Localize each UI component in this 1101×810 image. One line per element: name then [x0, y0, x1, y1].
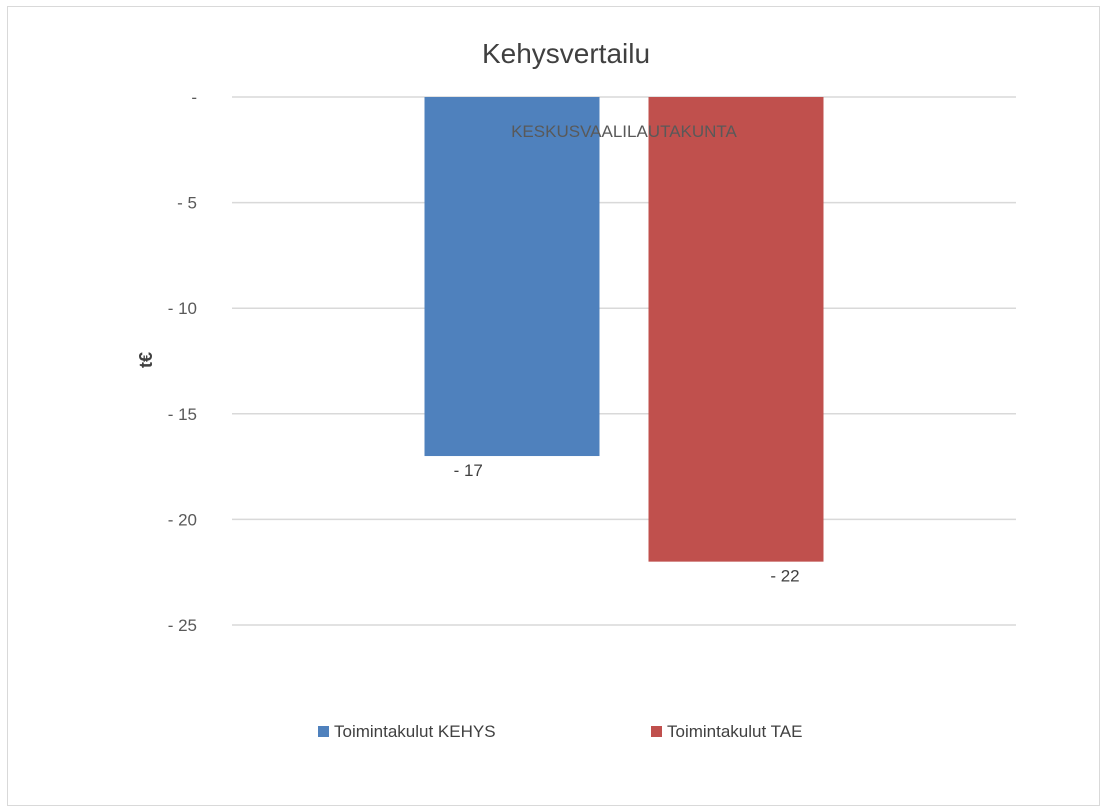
y-axis-ticks: - - 5 - 10 - 15 - 20 - 25 [168, 88, 197, 635]
y-tick-label: - [191, 88, 197, 107]
category-label: KESKUSVAALILAUTAKUNTA [511, 122, 737, 141]
legend-label: Toimintakulut KEHYS [334, 722, 496, 741]
bar [648, 97, 824, 562]
data-label: - 17 [454, 461, 483, 480]
data-labels: - 17 - 22 [454, 461, 800, 586]
legend-swatch [318, 726, 329, 737]
y-tick-label: - 20 [168, 510, 197, 529]
y-tick-label: - 5 [177, 194, 197, 213]
legend-label: Toimintakulut TAE [667, 722, 802, 741]
y-tick-label: - 10 [168, 299, 197, 318]
y-tick-label: - 15 [168, 405, 197, 424]
y-axis-label: t€ [136, 352, 156, 368]
chart-title: Kehysvertailu [482, 38, 650, 69]
bar [424, 97, 600, 457]
gridlines [232, 96, 1016, 626]
bars [424, 97, 824, 562]
y-tick-label: - 25 [168, 616, 197, 635]
legend: Toimintakulut KEHYS Toimintakulut TAE [318, 722, 802, 741]
data-label: - 22 [770, 567, 799, 586]
legend-swatch [651, 726, 662, 737]
